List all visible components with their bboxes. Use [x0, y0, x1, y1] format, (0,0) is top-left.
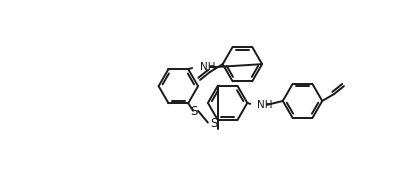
Text: S: S [191, 105, 198, 118]
Text: NH: NH [257, 100, 273, 110]
Text: NH: NH [200, 62, 216, 72]
Text: S: S [210, 117, 218, 130]
